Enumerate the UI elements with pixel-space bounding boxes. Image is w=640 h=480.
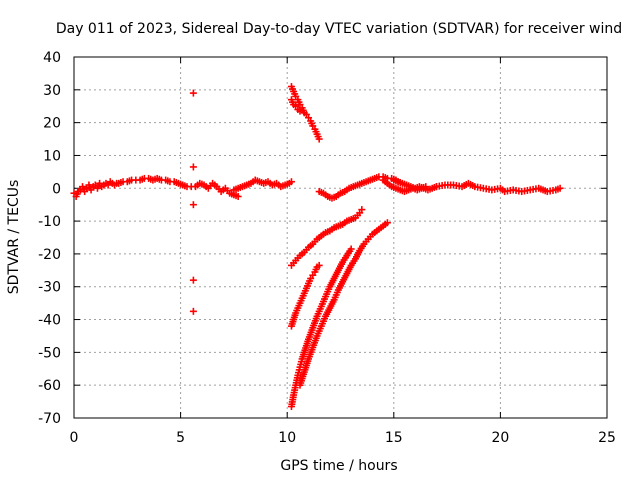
- y-tick-label: -10: [38, 214, 61, 230]
- x-tick-label: 10: [278, 430, 296, 446]
- y-tick-label: 20: [43, 116, 61, 132]
- y-tick-label: -40: [38, 313, 61, 329]
- data-point: [189, 307, 197, 315]
- plot-frame: [73, 56, 608, 419]
- data-point: [296, 107, 304, 115]
- x-tick-label: 25: [598, 430, 616, 446]
- y-tick-label: -60: [38, 378, 61, 394]
- data-point: [315, 135, 323, 143]
- data-point: [189, 163, 197, 171]
- data-point: [189, 89, 197, 97]
- x-tick-label: 20: [491, 430, 509, 446]
- y-tick-label: -20: [38, 247, 61, 263]
- x-tick-label: 0: [70, 430, 79, 446]
- data-point: [189, 276, 197, 284]
- x-axis-label: GPS time / hours: [280, 458, 397, 474]
- y-tick-label: -70: [38, 411, 61, 427]
- data-point: [358, 206, 366, 214]
- data-point: [287, 178, 295, 186]
- y-tick-label: -30: [38, 280, 61, 296]
- data-point: [234, 192, 242, 200]
- data-points: [70, 83, 564, 411]
- y-tick-label: -50: [38, 345, 61, 361]
- data-point: [189, 201, 197, 209]
- data-point: [347, 245, 355, 253]
- data-point: [383, 219, 391, 227]
- data-point: [315, 261, 323, 269]
- x-tick-label: 15: [385, 430, 403, 446]
- y-tick-label: 10: [43, 148, 61, 164]
- y-axis-label: SDTVAR / TECUs: [6, 180, 22, 295]
- data-point: [556, 184, 564, 192]
- chart-title: Day 011 of 2023, Sidereal Day-to-day VTE…: [56, 21, 622, 37]
- y-tick-label: 30: [43, 83, 61, 99]
- axis-ticks: 0 5 10 15 20 25 40 30 20 10 0 -10 -20 -30 -40 -50 -60 -70: [38, 50, 616, 446]
- x-tick-label: 5: [176, 430, 185, 446]
- data-point: [422, 183, 430, 191]
- y-tick-label: 40: [43, 50, 61, 66]
- grid: [74, 57, 607, 418]
- y-tick-label: 0: [52, 181, 61, 197]
